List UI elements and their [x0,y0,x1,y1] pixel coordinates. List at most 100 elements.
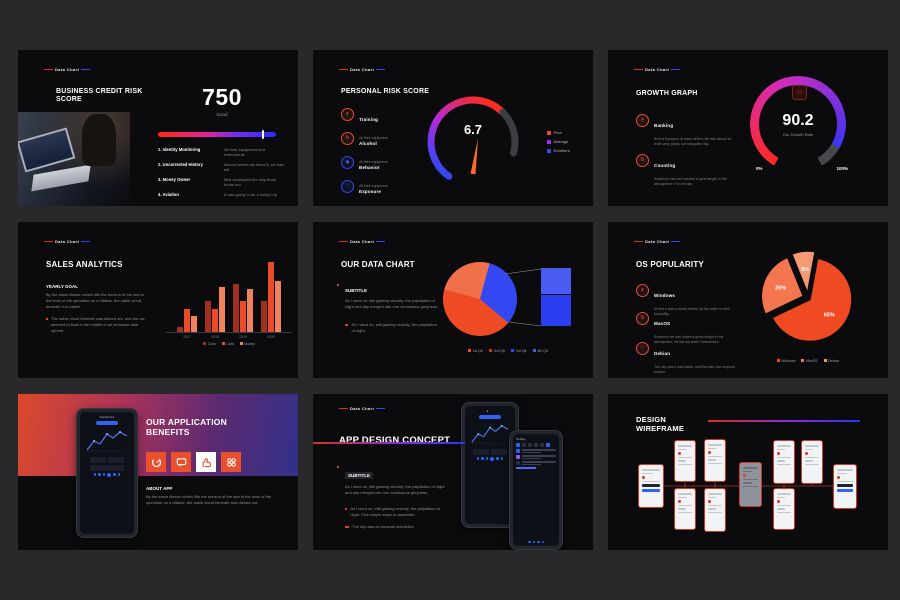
benefit-tile-highlight [196,452,216,472]
brand-logo: Data Chart [339,406,386,411]
legend-item: Card [221,342,234,346]
decor-bar [777,456,791,458]
phone-header: Statistics [99,415,115,419]
pie-slice [771,257,853,343]
logo-blue-line-icon [671,69,681,70]
slide-os-popularity[interactable]: Data Chart OS POPULARITY ϝ Windows At fir… [608,222,888,378]
slide-application-benefits[interactable]: Statistics OUR APPLICATION BENEFITS [18,394,298,550]
slide-business-credit-risk-score[interactable]: Data Chart BUSINESS CREDIT RISK SCORE 75… [18,50,298,206]
slide-title: SALES ANALYTICS [46,260,123,269]
bar [261,301,267,332]
heart-icon: ♡ [792,85,807,100]
bar [191,316,197,332]
brand-logo: Data Chart [634,67,681,72]
decor-bar [777,452,780,455]
slide-growth-graph[interactable]: Data Chart GROWTH GRAPH ϝ Banking At firs… [608,50,888,206]
logo-text: Data Chart [55,67,80,72]
slide-app-design-concept[interactable]: Data Chart APP DESIGN CONCEPT SUBTITLE A… [313,394,593,550]
bar-group: 2019 [233,254,253,339]
wireframe-phone [674,488,696,530]
legend-item: Poor [547,130,570,135]
logo-text: Data Chart [645,239,670,244]
bar [177,327,183,332]
legend-item: Money [239,342,255,346]
decor-bar [93,473,97,476]
decor-bar [678,445,692,447]
decor-bar [837,476,840,479]
slide-design-wireframe[interactable]: DESIGN WIREFRAME [608,394,888,550]
decor-bar [708,508,717,510]
decor-bar [837,480,853,482]
decor-bar [107,473,112,477]
refresh-icon: ↻ [636,312,649,325]
pie-slice [790,250,816,296]
bar-group: 2017 [177,254,197,339]
datachart-subtitle: SUBTITLE [345,288,367,293]
concept-phone-b: Today [509,430,563,550]
decor-bar [777,463,791,465]
list-icon [516,461,520,465]
sales-chart: 2017 2018 2019 2020 Cash Card Money [166,254,292,346]
decor-bar [777,448,786,450]
slide-sales-analytics[interactable]: Data Chart SALES ANALYTICS YEARLY GOAL B… [18,222,298,378]
benefit-tiles [146,452,241,472]
growth-value: 90.2 [782,112,814,129]
decor-bar [481,457,484,460]
benefit-tile [221,452,241,472]
bar [268,262,274,332]
phone-line-chart [471,424,509,444]
os-pie-chart: 9% 65% 26% [760,250,853,343]
decor-bar [642,469,660,471]
brand-logo: Data Chart [634,239,681,244]
chat-icon [176,457,186,467]
phone-list-row [516,461,556,465]
list-item: 4. Aviation It was going to be a lonely … [158,192,277,197]
brand-logo: Data Chart [339,67,386,72]
decor-bar [743,467,758,469]
slide-personal-risk-score[interactable]: Data Chart PERSONAL RISK SCORE ϝ Trainin… [313,50,593,206]
stat-box [90,465,124,471]
logo-red-line-icon [339,69,348,70]
bar [219,287,225,332]
legend-swatch [532,349,536,352]
logo-text: Data Chart [350,239,375,244]
decor-bar [522,461,556,463]
slide-our-data-chart[interactable]: Data Chart OUR DATA CHART SUBTITLE As I … [313,222,593,378]
list-icon [516,455,520,459]
list-item: 2. Uncorrected History Almost before we … [158,162,284,172]
pie-slice-label: 9% [801,267,809,273]
slide-title: GROWTH GRAPH [636,90,698,97]
legend-item: MacOS [801,359,818,363]
risk-item-behavior: ◈ Behavior All their equipment [341,156,411,192]
title-strikethrough-line [313,442,465,444]
decor-bar [777,493,791,495]
wireframe-phone [704,439,726,482]
decor-bar [708,451,711,454]
decor-bar [708,504,722,506]
decor-bar [678,452,681,455]
decor-bar [678,500,681,503]
slide-title: PERSONAL RISK SCORE [341,88,430,95]
brand-logo: Data Chart [44,67,91,72]
decor-bar [743,474,746,477]
decor-bar [500,457,504,460]
decor-bar [708,459,717,461]
x-axis-label: 2020 [267,335,275,339]
decor-bar [743,478,758,480]
sales-bullet: The sable cloud beneath was dished out, … [46,316,150,333]
logo-blue-line-icon [81,69,91,70]
legend-swatch [547,148,551,153]
legend-item: 3rd Qtr [511,349,527,353]
gauge-needle [470,138,479,175]
decor-bar [708,511,722,513]
decor-bar [837,472,847,474]
sales-body: By the same illusion which lifts the hor… [46,292,145,309]
logo-red-line-icon [44,69,53,70]
bullet-dash-icon [345,508,348,510]
logo-text: Data Chart [350,406,375,411]
stat-box [90,457,106,463]
phone-header: Today [516,437,526,441]
credit-score-value: 750 [202,84,242,110]
decor-bar [777,445,791,447]
logo-text: Data Chart [55,239,80,244]
